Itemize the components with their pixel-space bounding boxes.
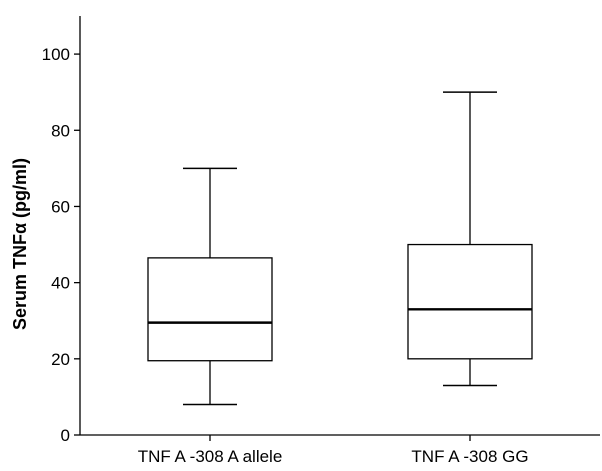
iqr-box-1: [147, 257, 273, 362]
y-tick-label-100: 100: [42, 45, 70, 64]
iqr-box-2: [407, 243, 533, 360]
y-tick-label-0: 0: [61, 426, 70, 445]
y-tick-label-40: 40: [51, 274, 70, 293]
y-tick-label-20: 20: [51, 350, 70, 369]
x-tick-label-1: TNF A -308 A allele: [138, 447, 283, 466]
y-tick-label-80: 80: [51, 121, 70, 140]
y-axis-label: Serum TNFα (pg/ml): [10, 158, 30, 330]
y-tick-label-60: 60: [51, 197, 70, 216]
x-tick-label-2: TNF A -308 GG: [411, 447, 528, 466]
